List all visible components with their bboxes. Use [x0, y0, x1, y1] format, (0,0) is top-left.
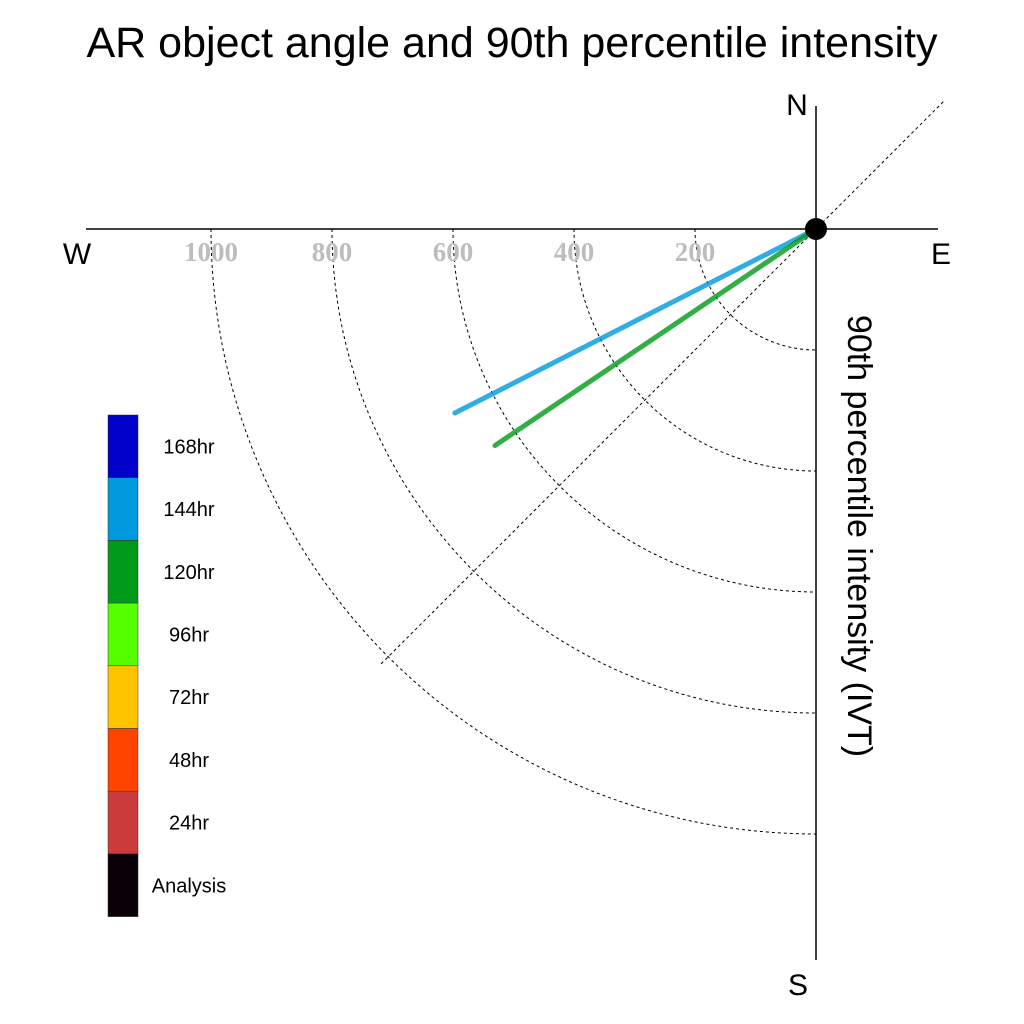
legend-swatch-7 — [107, 853, 139, 917]
legend-swatch-6 — [107, 790, 139, 855]
grid-arcs — [210, 101, 944, 835]
legend-label-1: 144hr — [163, 499, 214, 521]
legend-swatch-1 — [107, 477, 139, 541]
tick-label-400: 400 — [554, 237, 595, 267]
tick-label-200: 200 — [675, 237, 716, 267]
chart-title: AR object angle and 90th percentile inte… — [87, 19, 938, 67]
series-line-120hr — [492, 226, 819, 449]
series-lines — [452, 226, 819, 449]
legend-label-7: Analysis — [152, 875, 226, 897]
legend-label-2: 120hr — [163, 562, 214, 584]
compass-west: W — [63, 238, 92, 271]
radial-tick-labels: 200 400 600 800 1000 — [184, 237, 715, 267]
tick-label-800: 800 — [312, 237, 353, 267]
legend-label-3: 96hr — [169, 624, 209, 646]
legend-swatch-3 — [107, 602, 139, 667]
legend-label-0: 168hr — [163, 436, 214, 458]
diagonal-guide — [379, 101, 944, 666]
legend-swatch-5 — [107, 728, 139, 792]
compass-south: S — [788, 969, 808, 1002]
legend-label-4: 72hr — [169, 687, 209, 709]
legend-swatch-4 — [107, 665, 139, 729]
compass-north: N — [786, 89, 808, 122]
grid-arc-800 — [331, 228, 817, 714]
y-axis-label: 90th percentile intensity (IVT) — [840, 315, 878, 757]
grid-arc-600 — [452, 228, 817, 593]
legend-swatch-0 — [107, 414, 139, 478]
legend-label-6: 24hr — [169, 813, 209, 835]
grid-arc-1000 — [210, 228, 817, 835]
compass-east: E — [931, 238, 951, 271]
legend-label-5: 48hr — [169, 750, 209, 772]
grid-arc-400 — [573, 228, 817, 472]
legend-swatch-2 — [107, 540, 139, 604]
grid-arc-200 — [694, 228, 817, 351]
legend: 168hr 144hr 120hr 96hr 72hr 48hr 24hr Analysis — [107, 414, 226, 917]
tick-label-1000: 1000 — [184, 237, 238, 267]
tick-label-600: 600 — [433, 237, 474, 267]
series-line-144hr — [452, 226, 819, 416]
origin-marker — [805, 218, 827, 240]
